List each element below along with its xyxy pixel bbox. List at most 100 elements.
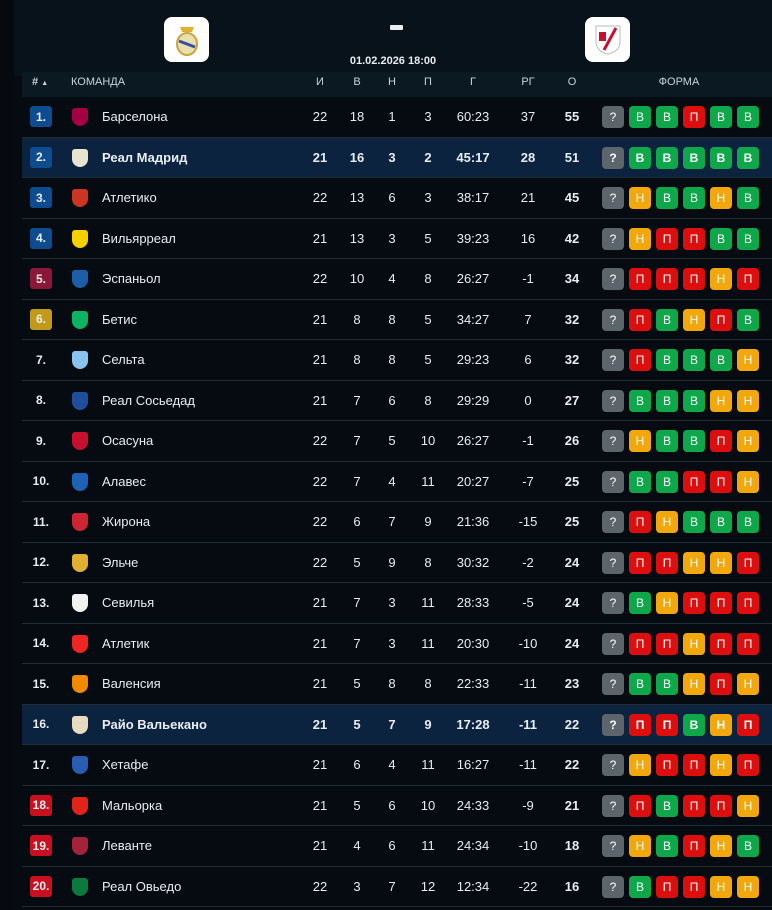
team-name[interactable]: Алавес [102,473,146,489]
form-result[interactable]: П [629,713,651,736]
form-result[interactable]: В [656,389,678,412]
team-name[interactable]: Леванте [102,838,152,853]
form-result[interactable]: П [683,754,705,776]
form-result[interactable]: П [683,794,705,817]
form-result[interactable]: В [683,713,705,736]
form-result[interactable]: В [710,511,732,533]
form-result[interactable]: Н [710,551,732,574]
table-row[interactable]: 10. Алавес 22 7 4 11 20:27 -7 25? В В П П Н [22,462,772,502]
form-result[interactable]: П [629,794,651,817]
form-result[interactable]: Н [737,794,759,817]
form-next-match[interactable]: ? [602,106,624,128]
form-result[interactable]: Н [737,349,759,371]
form-next-match[interactable]: ? [602,875,624,898]
form-result[interactable]: П [656,875,678,898]
form-result[interactable]: Н [737,389,759,412]
form-result[interactable]: П [629,268,651,290]
form-result[interactable]: Н [683,308,705,331]
form-result[interactable]: Н [629,187,651,209]
form-result[interactable]: П [683,875,705,898]
form-result[interactable]: П [683,592,705,614]
form-result[interactable]: П [629,349,651,371]
form-result[interactable]: П [656,551,678,574]
form-result[interactable]: Н [656,592,678,614]
form-result[interactable]: В [683,511,705,533]
form-result[interactable]: В [710,146,732,169]
team-name[interactable]: Валенсия [102,676,161,691]
form-result[interactable]: П [737,592,759,614]
form-result[interactable]: Н [710,187,732,209]
form-result[interactable]: П [710,673,732,695]
table-row[interactable]: 19. Леванте 21 4 6 11 24:34 -10 18? Н В П Н В [22,826,772,867]
form-result[interactable]: П [656,713,678,736]
form-next-match[interactable]: ? [602,511,624,533]
form-result[interactable]: В [629,673,651,695]
form-result[interactable]: П [683,106,705,128]
form-result[interactable]: В [656,187,678,209]
form-result[interactable]: Н [737,470,759,493]
form-next-match[interactable]: ? [602,794,624,817]
form-result[interactable]: В [710,227,732,250]
team-name[interactable]: Осасуна [102,433,154,448]
form-result[interactable]: В [656,308,678,331]
form-result[interactable]: Н [710,875,732,898]
form-result[interactable]: П [737,551,759,574]
form-result[interactable]: В [737,835,759,857]
form-next-match[interactable]: ? [602,713,624,736]
form-result[interactable]: Н [710,268,732,290]
form-result[interactable]: Н [629,754,651,776]
form-result[interactable]: П [629,308,651,331]
form-next-match[interactable]: ? [602,187,624,209]
form-next-match[interactable]: ? [602,470,624,493]
form-result[interactable]: П [737,632,759,655]
form-result[interactable]: Н [710,713,732,736]
form-result[interactable]: П [710,794,732,817]
form-result[interactable]: В [629,106,651,128]
form-result[interactable]: П [737,754,759,776]
form-next-match[interactable]: ? [602,349,624,371]
form-result[interactable]: В [737,106,759,128]
form-next-match[interactable]: ? [602,551,624,574]
form-result[interactable]: В [656,470,678,493]
form-result[interactable]: В [656,106,678,128]
team-name[interactable]: Сельта [102,352,145,367]
form-result[interactable]: В [683,146,705,169]
home-team-crest[interactable] [164,17,209,62]
form-result[interactable]: Н [629,430,651,452]
form-result[interactable]: П [683,470,705,493]
form-result[interactable]: В [737,227,759,250]
form-result[interactable]: П [629,551,651,574]
away-team-crest[interactable] [585,17,630,62]
table-row[interactable]: 3. Атлетико 22 13 6 3 38:17 21 45? Н В В Н В [22,178,772,219]
team-name[interactable]: Реал Сосьедад [102,392,195,408]
table-row[interactable]: 8. Реал Сосьедад 21 7 6 8 29:29 0 27? В В В Н Н [22,381,772,421]
form-result[interactable]: Н [683,632,705,655]
form-next-match[interactable]: ? [602,673,624,695]
form-result[interactable]: П [656,268,678,290]
form-result[interactable]: В [629,389,651,412]
team-name[interactable]: Севилья [102,595,155,610]
form-next-match[interactable]: ? [602,430,624,452]
form-result[interactable]: Н [629,227,651,250]
team-name[interactable]: Райо Вальекано [102,716,207,732]
team-name[interactable]: Эльче [102,554,139,570]
form-result[interactable]: В [656,794,678,817]
form-result[interactable]: В [656,835,678,857]
form-next-match[interactable]: ? [602,632,624,655]
form-result[interactable]: В [629,875,651,898]
table-row[interactable]: 1. Барселона 22 18 1 3 60:23 37 55? В В П В В [22,97,772,138]
table-row[interactable]: 9. Осасуна 22 7 5 10 26:27 -1 26? Н В В П Н [22,421,772,462]
form-result[interactable]: В [737,146,759,169]
form-result[interactable]: Н [683,551,705,574]
form-result[interactable]: В [656,430,678,452]
form-result[interactable]: П [710,308,732,331]
form-result[interactable]: П [656,754,678,776]
table-row[interactable]: 16. Райо Вальекано 21 5 7 9 17:28 -11 22? П П В Н П [22,704,772,745]
header-rank[interactable]: # ▲ [32,76,49,88]
form-next-match[interactable]: ? [602,146,624,169]
team-name[interactable]: Реал Овьедо [102,878,182,894]
form-result[interactable]: В [629,592,651,614]
form-next-match[interactable]: ? [602,835,624,857]
table-row[interactable]: 13. Севилья 21 7 3 11 28:33 -5 24? В Н П П П [22,583,772,624]
form-next-match[interactable]: ? [602,227,624,250]
